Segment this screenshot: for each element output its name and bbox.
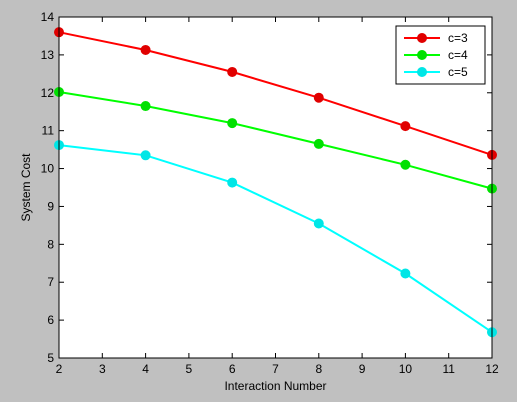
data-point (400, 268, 411, 279)
legend-label: c=5 (448, 65, 468, 79)
x-tick-label: 5 (186, 362, 193, 376)
series-line (58, 91, 493, 190)
data-point (313, 218, 324, 229)
series-line (58, 31, 493, 156)
data-point (400, 121, 411, 132)
legend: c=3 c=4 c=5 (395, 25, 486, 85)
legend-marker (417, 67, 427, 77)
data-point (313, 138, 324, 149)
y-tick-label: 7 (47, 275, 54, 289)
x-tick-label: 6 (229, 362, 236, 376)
legend-label: c=3 (448, 31, 468, 45)
x-tick-label: 8 (315, 362, 322, 376)
x-tick-label: 9 (359, 362, 366, 376)
series-c-4 (54, 87, 497, 194)
legend-item: c=5 (404, 65, 468, 79)
legend-marker (417, 50, 427, 60)
x-tick-label: 11 (442, 362, 455, 376)
data-point (227, 177, 238, 188)
x-tick-label: 10 (399, 362, 413, 376)
x-tick-label: 4 (142, 362, 149, 376)
series-c-3 (54, 27, 497, 160)
x-axis-title: Interaction Number (224, 379, 326, 393)
data-point (227, 118, 238, 129)
y-tick-label: 12 (41, 86, 55, 100)
y-tick-label: 14 (41, 10, 55, 24)
x-tick-label: 12 (485, 362, 499, 376)
data-point (140, 101, 151, 112)
y-tick-label: 6 (47, 313, 54, 327)
y-tick-label: 5 (47, 351, 54, 365)
y-tick-label: 11 (42, 124, 55, 138)
data-point (227, 66, 238, 77)
ticks: 2 3 4 5 6 7 8 9 10 11 12 5 6 7 8 9 10 11 12 13 14 (41, 10, 499, 376)
data-point (400, 159, 411, 170)
x-tick-label: 7 (272, 362, 279, 376)
plot-frame (58, 16, 493, 359)
legend-item: c=3 (404, 31, 468, 45)
data-point (313, 92, 324, 103)
legend-marker (417, 33, 427, 43)
data-point (140, 44, 151, 55)
y-tick-label: 10 (41, 162, 55, 176)
x-tick-label: 2 (56, 362, 63, 376)
x-tick-label: 3 (99, 362, 106, 376)
legend-item: c=4 (404, 48, 468, 62)
y-tick-label: 8 (47, 237, 54, 251)
series-line (58, 144, 493, 334)
y-tick-label: 9 (47, 199, 54, 213)
y-tick-label: 13 (41, 48, 55, 62)
data-point (140, 150, 151, 161)
legend-label: c=4 (448, 48, 468, 62)
y-axis-title: System Cost (19, 153, 33, 222)
